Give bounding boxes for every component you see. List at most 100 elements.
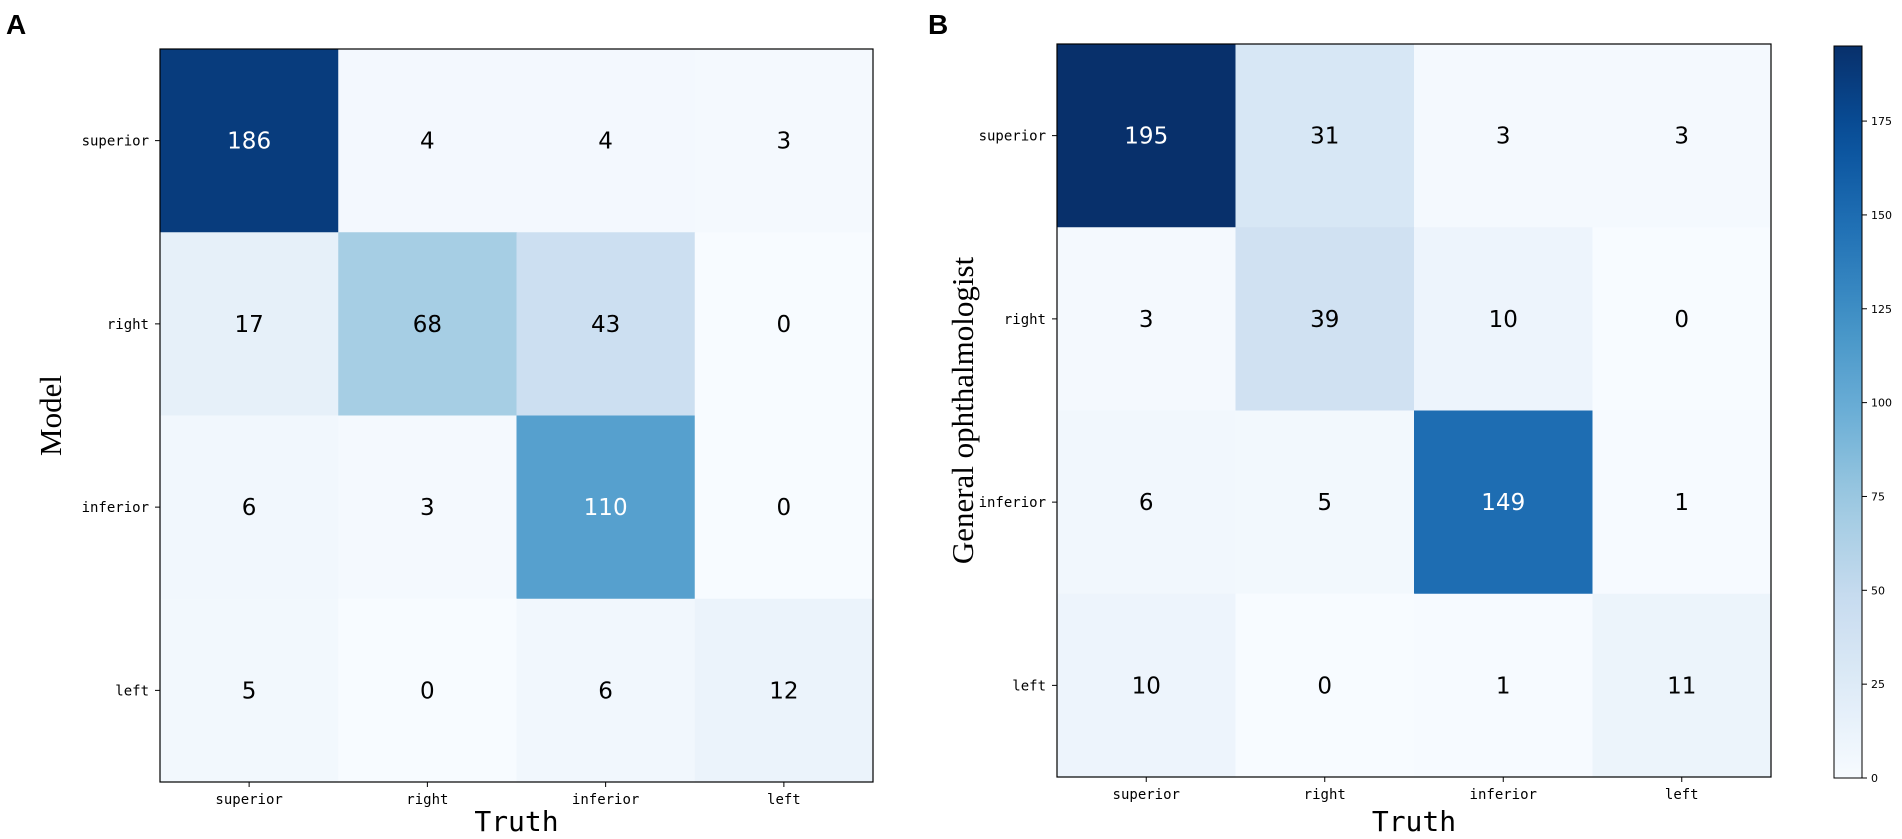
- panel-b-cell-r1c2: [1414, 227, 1594, 412]
- panel-a-x-tick-label: inferior: [572, 792, 639, 808]
- panel-b-cell-r2c3: [1592, 410, 1772, 595]
- panel-b-cell-r3c3: [1592, 593, 1772, 778]
- colorbar-tick-label: 175: [1871, 115, 1892, 128]
- panel-a-cell-value: 5: [242, 678, 257, 704]
- colorbar-tick-label: 150: [1871, 209, 1892, 222]
- panel-a-x-tick-label: superior: [215, 792, 282, 808]
- panel-a-cell-r2c0: [160, 415, 339, 600]
- panel-a-cell-value: 0: [777, 312, 792, 338]
- panel-b-cell-r0c1: [1235, 44, 1415, 228]
- panel-a-cell-r3c3: [694, 598, 874, 783]
- panel-a-cell-value: 186: [227, 129, 271, 155]
- panel-b-cell-value: 1: [1674, 490, 1689, 516]
- panel-a-y-tick-label: inferior: [82, 500, 149, 516]
- panel-a-y-tick-label: right: [107, 317, 149, 333]
- panel-a-cell-value: 12: [769, 678, 798, 704]
- panel-b-cell-value: 3: [1674, 124, 1689, 150]
- panel-b-x-axis-label: Truth: [1372, 805, 1456, 838]
- panel-a-cell-r0c0: [160, 49, 339, 233]
- panel-b-cell-value: 3: [1496, 124, 1511, 150]
- panel-a-cell-value: 43: [591, 312, 620, 338]
- panel-a-cell-value: 0: [420, 678, 435, 704]
- panel-b-cells: 195 31 3 33 39 10 06 5 149 110 0 1 11: [1057, 44, 1772, 778]
- panel-b-cell-value: 3: [1139, 307, 1154, 333]
- panel-b-cell-value: 0: [1674, 307, 1689, 333]
- panel-b-cell-value: 149: [1481, 490, 1525, 516]
- panel-b-cell-r3c2: [1414, 593, 1594, 778]
- colorbar-tick-label: 100: [1871, 397, 1892, 410]
- panel-a-y-axis-label: Model: [33, 375, 68, 456]
- panel-b-ticks: superior right inferior left superior right in…: [979, 129, 1699, 803]
- panel-a-cell-r1c3: [694, 232, 874, 417]
- panel-b-cell-value: 5: [1317, 490, 1332, 516]
- panel-b-cell-r0c0: [1057, 44, 1237, 228]
- panel-a-y-tick-label: left: [115, 683, 149, 699]
- panel-b-y-tick-label: left: [1012, 678, 1046, 694]
- panel-a-label: A: [6, 9, 26, 40]
- panel-b-frame: [1056, 43, 1772, 778]
- panel-b-cell-r3c1: [1235, 593, 1415, 778]
- colorbar-ticks: 0 25 50 75 100 125 150 175: [1862, 115, 1892, 785]
- panel-a-cell-r3c1: [338, 598, 518, 783]
- panel-b-label: B: [928, 9, 948, 40]
- panel-b-cell-r2c2: [1414, 410, 1594, 595]
- panel-b-cell-r0c3: [1592, 44, 1772, 228]
- panel-b-cell-r1c3: [1592, 227, 1772, 412]
- panel-b-cell-r0c2: [1414, 44, 1594, 228]
- panel-a-cell-value: 0: [777, 495, 792, 521]
- panel-b-y-tick-label: inferior: [979, 495, 1046, 511]
- panel-a-ticks: superior right inferior left superior right in…: [82, 134, 801, 808]
- panel-a-cell-r0c2: [516, 49, 696, 233]
- panel-a: A 186 4 4 317 68 43 06 3 110 05 0 6 12 superior right…: [6, 9, 874, 838]
- panel-a-cell-value: 68: [413, 312, 442, 338]
- panel-b-cell-value: 31: [1310, 124, 1339, 150]
- panel-b-cell-r1c1: [1235, 227, 1415, 412]
- panel-b-cell-value: 39: [1310, 307, 1339, 333]
- panel-b-cell-value: 11: [1667, 673, 1696, 699]
- panel-a-cell-r3c2: [516, 598, 696, 783]
- panel-a-cell-value: 110: [584, 495, 628, 521]
- colorbar-tick-label: 25: [1871, 678, 1885, 691]
- panel-a-x-tick-label: right: [406, 792, 448, 808]
- panel-a-cell-r2c1: [338, 415, 518, 600]
- panel-b-x-tick-label: left: [1665, 787, 1699, 803]
- panel-a-cells: 186 4 4 317 68 43 06 3 110 05 0 6 12: [160, 49, 874, 783]
- panel-a-cell-r2c2: [516, 415, 696, 600]
- panel-b-cell-r3c0: [1057, 593, 1237, 778]
- panel-a-cell-r0c3: [694, 49, 874, 233]
- panel-a-cell-value: 4: [420, 129, 435, 155]
- panel-b-cell-r2c1: [1235, 410, 1415, 595]
- panel-a-x-tick-label: left: [767, 792, 801, 808]
- panel-a-x-axis-label: Truth: [474, 805, 558, 838]
- panel-b-cell-value: 10: [1132, 673, 1161, 699]
- panel-b-cell-value: 195: [1124, 124, 1168, 150]
- panel-b: B 195 31 3 33 39 10 06 5 149 110 0 1 11 superior righ…: [928, 9, 1772, 838]
- panel-a-cell-r0c1: [338, 49, 518, 233]
- panel-b-y-tick-label: superior: [979, 129, 1046, 145]
- colorbar-tick-label: 75: [1871, 490, 1885, 503]
- panel-a-cell-r1c1: [338, 232, 518, 417]
- panel-a-cell-r2c3: [694, 415, 874, 600]
- panel-b-y-tick-label: right: [1004, 312, 1046, 328]
- colorbar-tick-label: 50: [1871, 584, 1885, 597]
- panel-a-cell-r1c0: [160, 232, 339, 417]
- colorbar: 0 25 50 75 100 125 150 175: [1833, 45, 1892, 785]
- colorbar-tick-label: 0: [1871, 772, 1878, 785]
- panel-a-cell-value: 17: [234, 312, 263, 338]
- panel-a-y-tick-label: superior: [82, 134, 149, 150]
- panel-b-x-tick-label: right: [1304, 787, 1346, 803]
- panel-b-cell-value: 1: [1496, 673, 1511, 699]
- panel-a-cell-value: 6: [598, 678, 613, 704]
- panel-b-x-tick-label: superior: [1113, 787, 1180, 803]
- panel-a-frame: [159, 48, 874, 783]
- panel-b-y-axis-label: General ophthalmologist: [945, 256, 980, 564]
- panel-a-cell-r3c0: [160, 598, 339, 783]
- panel-a-cell-value: 4: [598, 129, 613, 155]
- panel-b-cell-value: 6: [1139, 490, 1154, 516]
- panel-a-cell-value: 3: [777, 129, 792, 155]
- panel-b-cell-r2c0: [1057, 410, 1237, 595]
- panel-b-x-tick-label: inferior: [1470, 787, 1537, 803]
- panel-b-cell-r1c0: [1057, 227, 1237, 412]
- panel-b-cell-value: 0: [1317, 673, 1332, 699]
